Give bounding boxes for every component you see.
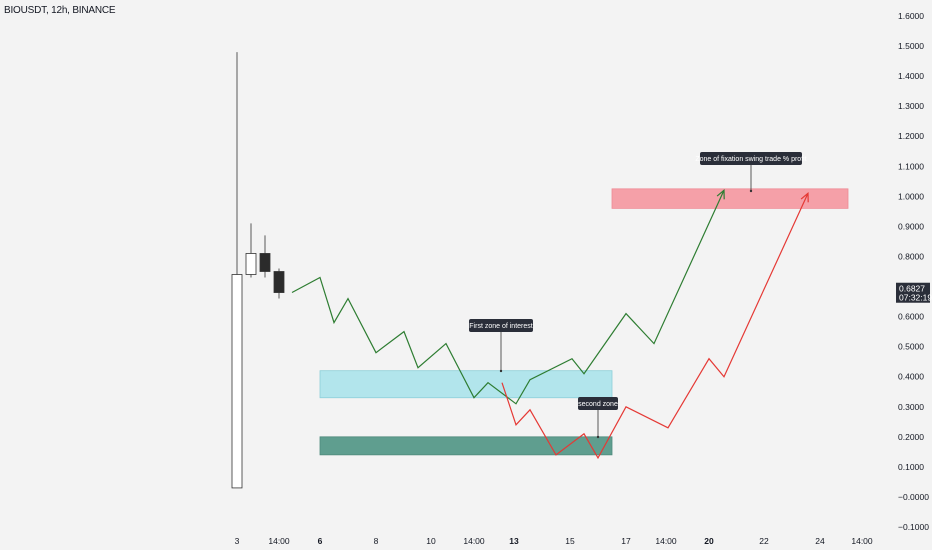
time-axis[interactable]: 3 14:00 6 8 10 14:00 13 15 17 14:00 20 22 24 14:00 bbox=[235, 536, 873, 546]
price-tick-label: 1.6000 bbox=[898, 11, 924, 21]
price-tick-label: 1.5000 bbox=[898, 41, 924, 51]
time-tick-label: 15 bbox=[565, 536, 575, 546]
price-tick-label: 0.5000 bbox=[898, 342, 924, 352]
price-tick-label: −0.0000 bbox=[898, 492, 929, 502]
price-axis[interactable]: 1.6000 1.5000 1.4000 1.3000 1.2000 1.1000 1.00… bbox=[898, 11, 929, 532]
time-tick-label: 10 bbox=[426, 536, 436, 546]
price-tick-label: 1.4000 bbox=[898, 71, 924, 81]
time-tick-label: 14:00 bbox=[655, 536, 677, 546]
time-tick-label: 24 bbox=[815, 536, 825, 546]
time-tick-label: 22 bbox=[759, 536, 769, 546]
price-tick-label: 0.6000 bbox=[898, 312, 924, 322]
time-tick-label: 14:00 bbox=[463, 536, 485, 546]
candle-body bbox=[259, 253, 271, 272]
scenario-paths-layer bbox=[291, 189, 809, 460]
second-zone-rect bbox=[319, 436, 613, 456]
time-tick-label: 6 bbox=[318, 536, 323, 546]
candle bbox=[273, 268, 285, 299]
candle bbox=[231, 52, 243, 489]
bar-countdown: 07:32:19 bbox=[899, 293, 932, 303]
time-tick-label: 3 bbox=[235, 536, 240, 546]
zones-layer bbox=[319, 188, 849, 456]
price-tick-label: 1.2000 bbox=[898, 131, 924, 141]
price-tick-label: 1.0000 bbox=[898, 191, 924, 201]
callout-box bbox=[469, 319, 533, 332]
current-price-value: 0.6827 bbox=[899, 284, 925, 294]
callout: Zone of fixation swing trade % profit bbox=[695, 152, 807, 193]
callouts-layer: First zone of interest second zone Zone of… bbox=[469, 152, 807, 439]
profit-zone-rect bbox=[611, 188, 849, 209]
time-tick-label: 13 bbox=[509, 536, 519, 546]
price-tick-label: 1.1000 bbox=[898, 161, 924, 171]
candle bbox=[259, 235, 271, 278]
green-path bbox=[291, 190, 725, 405]
callout-text: First zone of interest bbox=[469, 323, 532, 330]
time-tick-label: 17 bbox=[621, 536, 631, 546]
candle bbox=[245, 223, 257, 278]
first-zone-rect bbox=[319, 370, 613, 399]
candles-layer bbox=[231, 52, 285, 489]
price-tick-label: 0.4000 bbox=[898, 372, 924, 382]
callout-anchor-dot bbox=[499, 369, 503, 373]
callout-box bbox=[578, 397, 618, 410]
price-tick-label: 0.9000 bbox=[898, 221, 924, 231]
callout-box bbox=[700, 152, 802, 165]
callout-text: second zone bbox=[578, 401, 618, 408]
time-tick-label: 20 bbox=[704, 536, 714, 546]
current-price-box bbox=[896, 282, 930, 303]
price-tick-label: 0.1000 bbox=[898, 462, 924, 472]
price-tick-label: 0.8000 bbox=[898, 251, 924, 261]
candle-body bbox=[273, 271, 285, 293]
time-tick-label: 14:00 bbox=[268, 536, 290, 546]
red-path-arrowhead bbox=[800, 192, 809, 203]
callout-text: Zone of fixation swing trade % profit bbox=[695, 156, 806, 163]
callout: second zone bbox=[578, 397, 618, 439]
candle-body bbox=[231, 274, 243, 489]
callout-anchor-dot bbox=[596, 435, 600, 439]
chart-title: BIOUSDT, 12h, BINANCE bbox=[4, 5, 116, 16]
price-tick-label: 0.2000 bbox=[898, 432, 924, 442]
price-tick-label: −0.1000 bbox=[898, 522, 929, 532]
callout-anchor-dot bbox=[749, 189, 753, 193]
price-tick-label: 0.3000 bbox=[898, 402, 924, 412]
price-tick-label: 1.3000 bbox=[898, 101, 924, 111]
time-tick-label: 14:00 bbox=[851, 536, 873, 546]
red-path bbox=[501, 193, 809, 460]
callout: First zone of interest bbox=[469, 319, 533, 373]
time-tick-label: 8 bbox=[374, 536, 379, 546]
green-path-arrowhead bbox=[716, 189, 725, 200]
candle-body bbox=[245, 253, 257, 275]
